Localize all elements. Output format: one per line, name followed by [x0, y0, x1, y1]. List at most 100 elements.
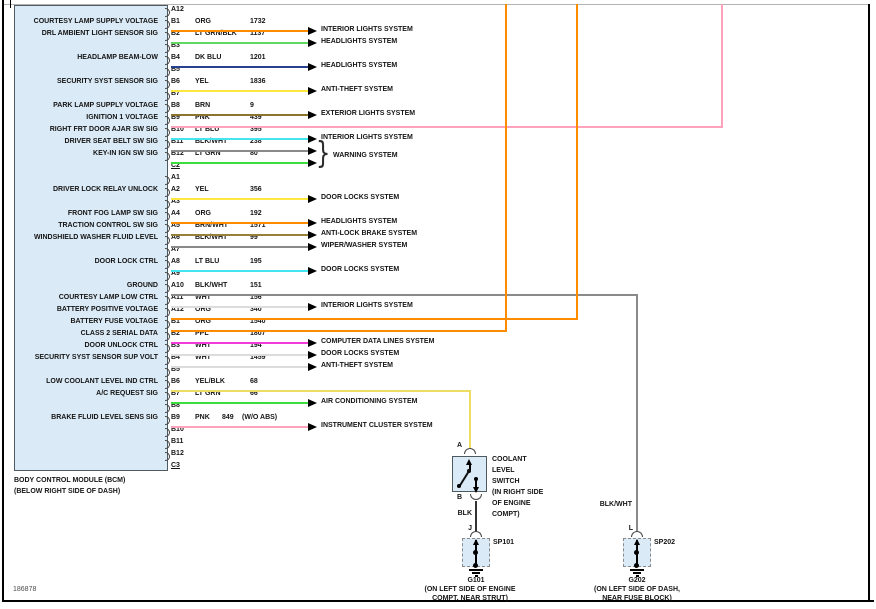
left-border-stub: [10, 0, 11, 8]
wire-color-label: BRN/WHT: [195, 222, 229, 229]
pin-terminal-arc: [165, 416, 170, 425]
pin-label: B2: [171, 30, 180, 37]
wire: [171, 354, 308, 356]
signal-label: HEADLAMP BEAM-LOW: [77, 54, 158, 61]
pin-terminal-arc: [165, 152, 170, 161]
signal-label: GROUND: [126, 282, 158, 289]
wire-color-label: PNK: [195, 114, 210, 121]
splice-l-label: L: [628, 525, 633, 532]
pin-label: A7: [171, 246, 180, 253]
left-border: [2, 0, 4, 602]
system-label: AIR CONDITIONING SYSTEM: [321, 398, 418, 405]
pin-label: B11: [171, 138, 184, 145]
blkwht-wire-label: BLK/WHT: [599, 501, 632, 508]
signal-label: IGNITION 1 VOLTAGE: [86, 114, 158, 121]
pin-terminal-arc: [165, 44, 170, 53]
sp101-dot: [473, 550, 478, 555]
pin-terminal-arc: [165, 428, 170, 437]
circuit-number: 99: [250, 234, 258, 241]
pin-terminal-arc: [165, 116, 170, 125]
wire: [171, 246, 308, 248]
pin-terminal-arc: [165, 452, 170, 461]
pin-label: B1: [171, 318, 180, 325]
pin-label: B8: [171, 102, 180, 109]
wire: [171, 390, 471, 392]
warning-system-label: WARNING SYSTEM: [333, 152, 398, 159]
pin-label: B7: [171, 390, 180, 397]
pin-terminal-arc: [165, 104, 170, 113]
pin-label: A12: [171, 306, 184, 313]
pin-label: A4: [171, 210, 180, 217]
system-label: DOOR LOCKS SYSTEM: [321, 194, 400, 201]
pin-terminal-arc: [165, 308, 170, 317]
wire-color-label: BLK/WHT: [195, 138, 228, 145]
wire: [171, 234, 308, 236]
pin-terminal-arc: [165, 8, 170, 17]
pin-label: B10: [171, 126, 184, 133]
wire-color-label: WHT: [195, 354, 211, 361]
circuit-number: 849: [222, 414, 234, 421]
wire-color-label: WHT: [195, 342, 211, 349]
pin-label: A12: [171, 6, 184, 13]
wire: [171, 426, 308, 428]
blk-wire-label: BLK: [457, 510, 472, 517]
signal-label: DOOR LOCK CTRL: [94, 258, 158, 265]
circuit-number: 80: [250, 150, 258, 157]
pin-label: B2: [171, 330, 180, 337]
wire-color-label: YEL: [195, 78, 209, 85]
pin-label: B7: [171, 90, 180, 97]
pin-label: A3: [171, 198, 180, 205]
circuit-number: 1807: [250, 330, 266, 337]
g101-location-line2: COMPT, NEAR STRUT): [432, 595, 508, 602]
switch-terminal-a-arc: [464, 448, 476, 454]
system-arrow-icon: [308, 195, 317, 203]
pin-label: B10: [171, 426, 184, 433]
right-border: [868, 4, 870, 601]
wire-color-label: ORG: [195, 210, 211, 217]
system-label: WIPER/WASHER SYSTEM: [321, 242, 408, 249]
sp202-label: SP202: [654, 539, 676, 546]
system-arrow-icon: [308, 111, 317, 119]
g101-location-line1: (ON LEFT SIDE OF ENGINE: [424, 586, 516, 593]
pin-label: A2: [171, 186, 180, 193]
circuit-number: 1571: [250, 222, 266, 229]
pin-label: A9: [171, 270, 180, 277]
wire-color-label: LT GRN: [195, 150, 221, 157]
system-arrow-icon: [308, 399, 317, 407]
system-arrow-icon: [308, 39, 317, 47]
wire-color-label: BRN: [195, 102, 211, 109]
circuit-number: 9: [250, 102, 254, 109]
wire-color-label: ORG: [195, 318, 211, 325]
blk-wire: [475, 501, 477, 531]
pin-terminal-arc: [165, 380, 170, 389]
sp101-arrow-icon: [473, 539, 479, 545]
pin-label: B12: [171, 450, 184, 457]
splice-j-label: J: [468, 525, 472, 532]
pin-terminal-arc: [165, 188, 170, 197]
system-arrow-icon: [308, 87, 317, 95]
g101-dot: [473, 563, 478, 568]
pin-terminal-arc: [165, 32, 170, 41]
signal-label: PARK LAMP SUPPLY VOLTAGE: [53, 102, 158, 109]
g101-label: G101: [467, 577, 485, 584]
signal-label: COURTESY LAMP SUPPLY VOLTAGE: [33, 18, 158, 25]
wire: [171, 66, 308, 68]
wire-color-label: BLK/WHT: [195, 234, 228, 241]
system-arrow-icon: [308, 303, 317, 311]
connector-label: C3: [171, 462, 180, 469]
switch-pivot-dot-bottom: [457, 484, 461, 488]
system-label: EXTERIOR LIGHTS SYSTEM: [321, 110, 416, 117]
pin-label: B12: [171, 150, 184, 157]
signal-label: TRACTION CONTROL SW SIG: [58, 222, 158, 229]
pin-label: A11: [171, 294, 184, 301]
system-arrow-icon: [308, 423, 317, 431]
bcm-name-line2: (BELOW RIGHT SIDE OF DASH): [14, 488, 121, 495]
pin-label: B5: [171, 66, 180, 73]
wire: [171, 90, 308, 92]
wire-color-label: LT BLU: [195, 126, 220, 133]
pin-terminal-arc: [165, 200, 170, 209]
pin-terminal-arc: [165, 80, 170, 89]
sp101-label: SP101: [493, 539, 515, 546]
pin-terminal-arc: [165, 284, 170, 293]
system-arrow-icon: [308, 135, 317, 143]
